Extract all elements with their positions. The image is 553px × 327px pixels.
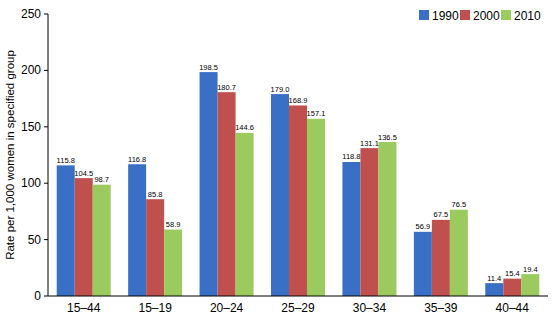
bar (521, 274, 539, 296)
bar (342, 162, 360, 296)
x-tick-label: 20–24 (210, 301, 244, 315)
data-label: 76.5 (452, 200, 467, 209)
y-tick-label: 0 (34, 289, 41, 303)
bar (200, 72, 218, 296)
x-tick-label: 40–44 (496, 301, 530, 315)
bar (75, 178, 93, 296)
bar (236, 133, 254, 296)
data-label: 11.4 (487, 274, 501, 283)
legend-label: 2000 (473, 9, 500, 23)
data-labels: 115.8 104.598.7 116.8 85.8 58.9 198.5 180.7 144… (57, 63, 538, 283)
legend-label: 1990 (432, 9, 459, 23)
x-tick-label: 25–29 (281, 301, 315, 315)
data-label: 15.4 (505, 269, 520, 278)
data-label: 98.7 (94, 175, 109, 184)
data-label: 118.8 (342, 152, 360, 161)
legend-swatch (460, 10, 470, 20)
data-label: 157.1 (307, 109, 326, 118)
data-label: 179.0 (271, 85, 290, 94)
data-label: 198.5 (199, 63, 218, 72)
bar (271, 94, 289, 296)
bar (503, 279, 521, 296)
data-label: 19.4 (523, 265, 538, 274)
y-tick (44, 126, 48, 127)
bar (432, 220, 450, 296)
data-label: 136.5 (378, 133, 397, 142)
y-axis-label: Rate per 1,000 women in specified group (4, 50, 16, 260)
x-axis (48, 296, 548, 297)
y-tick-label: 50 (28, 233, 42, 247)
bar (146, 199, 164, 296)
chart: 0 50 100 150 200 250 Rate per 1,000 women in s… (0, 0, 553, 327)
data-label: 85.8 (148, 190, 163, 199)
bar (450, 210, 468, 296)
bar (57, 165, 75, 296)
x-tick-label: 15–44 (67, 301, 101, 315)
bar (289, 105, 307, 296)
data-label: 104.5 (74, 169, 93, 178)
y-tick-label: 200 (21, 63, 41, 77)
y-tick (44, 14, 48, 15)
bar (485, 283, 503, 296)
x-tick-label: 30–34 (353, 301, 387, 315)
y-tick-label: 250 (21, 7, 41, 21)
bar (307, 119, 325, 296)
data-label: 144.6 (235, 123, 254, 132)
data-label: 168.9 (289, 96, 308, 105)
bar (378, 142, 396, 296)
x-tick-label: 15–19 (138, 301, 172, 315)
bar (128, 164, 146, 296)
data-label: 67.5 (434, 210, 449, 219)
y-tick-label: 150 (21, 120, 41, 134)
y-tick (44, 296, 48, 297)
bar (218, 92, 236, 296)
legend-label: 2010 (514, 9, 541, 23)
bar (360, 148, 378, 296)
bar (93, 185, 111, 296)
y-tick-label: 100 (21, 176, 41, 190)
y-tick (44, 183, 48, 184)
legend-swatch (419, 10, 429, 20)
bar (414, 232, 432, 296)
legend: 1990 2000 2010 (419, 9, 541, 23)
data-label: 115.8 (57, 156, 75, 165)
bars (57, 72, 540, 296)
bar (164, 230, 182, 296)
y-axis (48, 14, 49, 296)
legend-swatch (501, 10, 511, 20)
x-tick-label: 35–39 (424, 301, 458, 315)
data-label: 58.9 (166, 220, 181, 229)
data-label: 180.7 (217, 83, 236, 92)
data-label: 116.8 (128, 155, 146, 164)
y-tick (44, 239, 48, 240)
data-label: 131.1 (360, 139, 379, 148)
data-label: 56.9 (416, 222, 431, 231)
y-tick (44, 70, 48, 71)
